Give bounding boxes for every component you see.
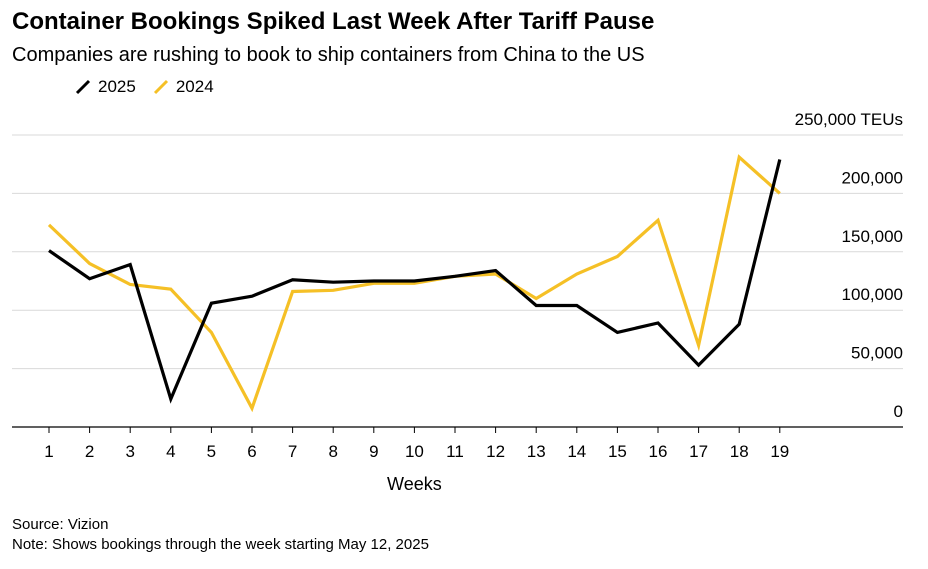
x-tick-label-14: 14 [567, 442, 586, 461]
series-line-2025 [48, 159, 782, 404]
footnote: Note: Shows bookings through the week st… [12, 536, 429, 553]
x-tick-label-18: 18 [730, 442, 749, 461]
legend-item-2025: 2025 [74, 77, 136, 97]
x-axis-title: Weeks [387, 474, 442, 494]
x-tick-label-10: 10 [405, 442, 424, 461]
x-tick-label-11: 11 [446, 442, 464, 461]
x-tick-label-9: 9 [369, 442, 378, 461]
y-tick-label-3: 150,000 [842, 227, 903, 246]
series-line-2024 [47, 154, 781, 413]
legend-swatch-2025 [75, 79, 91, 95]
chart-title: Container Bookings Spiked Last Week Afte… [12, 8, 655, 35]
x-tick-label-15: 15 [608, 442, 627, 461]
legend-label-2024: 2024 [175, 77, 214, 96]
y-tick-label-0: 0 [894, 402, 903, 421]
x-tick-label-12: 12 [486, 442, 505, 461]
x-tick-label-6: 6 [247, 442, 256, 461]
x-tick-label-13: 13 [527, 442, 546, 461]
y-tick-label-5: 250,000 TEUs [795, 110, 903, 129]
x-tick-label-17: 17 [689, 442, 708, 461]
x-tick-label-5: 5 [207, 442, 216, 461]
x-tick-label-8: 8 [328, 442, 337, 461]
legend: 2025 2024 [74, 77, 230, 97]
x-tick-label-2: 2 [85, 442, 94, 461]
x-tick-label-3: 3 [125, 442, 134, 461]
x-tick-label-4: 4 [166, 442, 175, 461]
x-tick-label-19: 19 [770, 442, 789, 461]
legend-label-2025: 2025 [98, 77, 136, 96]
x-tick-label-1: 1 [44, 442, 53, 461]
x-tick-label-16: 16 [649, 442, 668, 461]
y-tick-label-2: 100,000 [842, 285, 903, 304]
chart-subtitle: Companies are rushing to book to ship co… [12, 44, 645, 66]
legend-item-2024: 2024 [152, 77, 214, 97]
source-note: Source: Vizion [12, 516, 109, 533]
legend-swatch-2024 [153, 79, 168, 95]
x-tick-label-7: 7 [288, 442, 297, 461]
y-tick-label-1: 50,000 [851, 344, 903, 363]
y-tick-label-4: 200,000 [842, 168, 903, 187]
